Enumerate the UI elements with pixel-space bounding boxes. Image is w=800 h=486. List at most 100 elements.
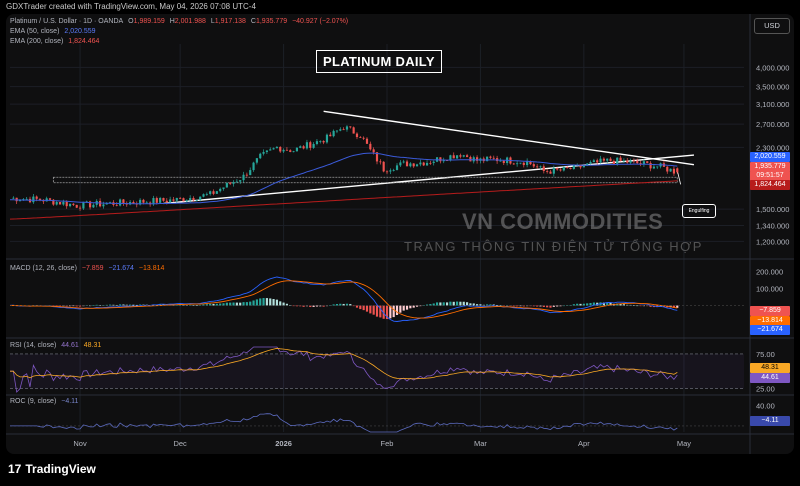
macd-histogram-bar (486, 304, 489, 306)
macd-histogram-bar (98, 305, 102, 306)
roc-legend[interactable]: ROC (9, close) −4.11 (10, 398, 81, 405)
chart-title-box: PLATINUM DAILY (316, 50, 442, 73)
candle-body (382, 161, 385, 172)
candle-body (58, 202, 62, 205)
macd-histogram-bar (576, 303, 579, 306)
macd-histogram-bar (205, 304, 208, 306)
macd-histogram-bar (429, 304, 432, 306)
candle-body (262, 152, 265, 154)
roc-layer (10, 413, 744, 433)
tradingview-logo[interactable]: 17 TradingView (8, 462, 96, 476)
candle-body (452, 155, 455, 159)
candle-body (649, 162, 652, 169)
candle-body (75, 204, 78, 208)
candle-body (526, 161, 529, 166)
candle-body (78, 207, 82, 209)
macd-histogram-bar (382, 305, 385, 319)
macd-histogram-bar (58, 305, 62, 307)
macd-histogram-bar (302, 305, 305, 307)
candle-body (52, 199, 55, 205)
macd-histogram-bar (522, 305, 525, 307)
ema200-price-tag: 1,824.464 (750, 180, 790, 190)
close-price-tag: 1,935.779 (750, 162, 790, 172)
candle-body (626, 160, 629, 163)
time-tick-label: Nov (73, 439, 87, 448)
macd-histogram-bar (375, 305, 379, 317)
candle-body (325, 134, 329, 143)
rsi-tick-label: 25.00 (756, 385, 775, 394)
macd-histogram-bar (112, 304, 115, 306)
macd-histogram-bar (619, 303, 622, 306)
candle-body (332, 130, 335, 137)
rsi-legend[interactable]: RSI (14, close) 44.61 48.31 (10, 342, 104, 349)
candle-body (209, 191, 212, 194)
chart-window[interactable]: 4,000.000 3,500.000 3,100.000 2,700.000 2,30… (6, 14, 794, 454)
macd-histogram-bar (516, 305, 519, 307)
candle-body (152, 198, 155, 205)
macd-histogram-bar (499, 305, 502, 306)
macd-histogram-bar (55, 305, 58, 307)
macd-histogram-bar (552, 305, 555, 307)
price-legend[interactable]: Platinum / U.S. Dollar · 1D · OANDA O1,9… (10, 18, 351, 25)
candle-body (115, 204, 118, 206)
candle-body (365, 138, 369, 144)
macd-tick-label: 100.000 (756, 285, 783, 294)
macd-histogram-bar (309, 305, 312, 308)
chart-canvas[interactable]: 4,000.000 3,500.000 3,100.000 2,700.000 2,30… (6, 14, 794, 454)
macd-histogram-bar (269, 298, 272, 306)
ema200-legend[interactable]: EMA (200, close) 1,824.464 (10, 38, 102, 45)
candle-body (582, 165, 585, 168)
candle-body (372, 149, 375, 153)
candle-body (449, 155, 452, 161)
candle-body (632, 160, 635, 162)
macd-histogram-bar (182, 304, 185, 306)
ema50-legend[interactable]: EMA (50, close) 2,020.559 (10, 28, 99, 35)
macd-histogram-bar (125, 304, 128, 306)
candle-body (285, 149, 289, 151)
candle-body (222, 187, 225, 189)
macd-histogram-bar (482, 304, 485, 306)
watermark-line1: VN COMMODITIES (462, 209, 664, 234)
macd-legend[interactable]: MACD (12, 26, close) −7.859 −21.674 −13.… (10, 265, 167, 272)
macd-histogram-bar (476, 304, 479, 306)
candle-body (255, 158, 258, 163)
macd-histogram-bar (472, 303, 475, 306)
candle-body (429, 162, 432, 164)
candle-body (275, 146, 278, 149)
candle-body (465, 155, 469, 158)
macd-histogram-bar (229, 302, 232, 306)
candle-body (669, 168, 672, 172)
candle-body (25, 198, 28, 200)
candle-body (412, 163, 415, 167)
macd-histogram-bar (415, 305, 419, 307)
macd-histogram-bar (135, 304, 138, 306)
change-value: −40.927 (−2.07%) (292, 18, 349, 25)
macd-histogram-bar (52, 305, 55, 307)
candle-body (339, 129, 342, 131)
candle-body (319, 141, 322, 142)
macd-histogram-bar (305, 305, 309, 307)
macd-histogram-bar (556, 305, 559, 307)
candle-body (232, 182, 235, 184)
candle-body (229, 182, 232, 184)
candle-body (302, 146, 305, 149)
candle-body (242, 174, 245, 181)
candle-body (102, 204, 105, 207)
candle-body (159, 197, 162, 203)
candle-body (312, 144, 315, 148)
macd-histogram-bar (572, 304, 575, 306)
macd-histogram-bar (409, 305, 412, 309)
macd-histogram-bar (129, 304, 132, 306)
macd-histogram-bar (299, 305, 302, 307)
macd-histogram-bar (72, 305, 75, 307)
macd-histogram-bar (109, 304, 112, 306)
roc-tick-label: 40.00 (756, 402, 775, 411)
macd-histogram-bar (275, 299, 278, 306)
macd-histogram-bar (199, 304, 202, 306)
macd-histogram-bar (636, 305, 639, 307)
currency-button[interactable]: USD (754, 18, 790, 34)
candle-body (105, 203, 108, 205)
macd-histogram-bar (609, 303, 612, 306)
macd-histogram-bar (322, 305, 325, 307)
candle-body (72, 203, 75, 205)
